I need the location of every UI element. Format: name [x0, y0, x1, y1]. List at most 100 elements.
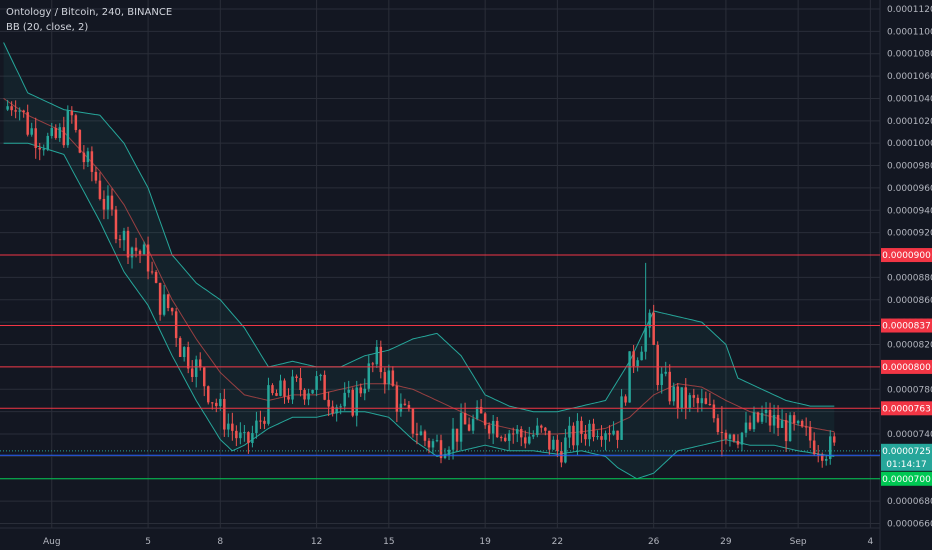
- candle-body[interactable]: [363, 388, 367, 394]
- candle-body[interactable]: [427, 440, 431, 448]
- candle-body[interactable]: [279, 380, 282, 396]
- candle-body[interactable]: [804, 426, 808, 428]
- candle-body[interactable]: [443, 455, 447, 459]
- candle-body[interactable]: [267, 385, 270, 424]
- candle-body[interactable]: [30, 128, 33, 135]
- candle-body[interactable]: [556, 439, 559, 451]
- candle-body[interactable]: [154, 271, 158, 283]
- candle-body[interactable]: [660, 373, 663, 386]
- candle-body[interactable]: [46, 135, 49, 150]
- candle-body[interactable]: [724, 432, 728, 439]
- candle-body[interactable]: [247, 432, 250, 443]
- candle-body[interactable]: [475, 406, 479, 419]
- candle-body[interactable]: [10, 106, 13, 111]
- candle-body[interactable]: [495, 420, 499, 438]
- candle-body[interactable]: [367, 363, 371, 389]
- candle-body[interactable]: [130, 247, 134, 258]
- candle-body[interactable]: [572, 425, 575, 446]
- candle-body[interactable]: [347, 389, 350, 393]
- candle-body[interactable]: [415, 433, 419, 436]
- candle-body[interactable]: [528, 436, 531, 444]
- candle-body[interactable]: [696, 397, 700, 404]
- candle-body[interactable]: [327, 399, 330, 407]
- candle-body[interactable]: [592, 423, 595, 438]
- candle-body[interactable]: [419, 431, 423, 436]
- candle-body[interactable]: [712, 404, 716, 419]
- candle-body[interactable]: [118, 239, 122, 241]
- candle-body[interactable]: [66, 110, 70, 146]
- candle-body[interactable]: [612, 430, 615, 435]
- candle-body[interactable]: [407, 404, 411, 409]
- candle-body[interactable]: [106, 195, 110, 210]
- candle-body[interactable]: [636, 360, 639, 367]
- candle-body[interactable]: [536, 425, 539, 435]
- candle-body[interactable]: [78, 130, 82, 153]
- candle-body[interactable]: [680, 387, 684, 409]
- candle-body[interactable]: [584, 433, 587, 440]
- candle-body[interactable]: [812, 440, 816, 455]
- horizontal-levels[interactable]: [0, 254, 880, 480]
- candle-body[interactable]: [507, 433, 511, 441]
- candle-body[interactable]: [800, 420, 804, 427]
- time-axis[interactable]: Aug 5 8 12 15 19 22 26 29 Sep 4: [43, 537, 874, 547]
- candle-body[interactable]: [122, 230, 126, 241]
- candle-body[interactable]: [564, 437, 567, 463]
- candle-body[interactable]: [672, 386, 675, 402]
- candle-body[interactable]: [399, 403, 403, 412]
- candle-body[interactable]: [451, 428, 455, 450]
- candle-body[interactable]: [455, 428, 459, 442]
- candle-body[interactable]: [664, 371, 667, 374]
- candle-body[interactable]: [520, 429, 523, 438]
- candle-body[interactable]: [34, 128, 37, 148]
- candle-body[interactable]: [243, 432, 246, 434]
- candle-body[interactable]: [483, 413, 487, 426]
- candle-body[interactable]: [38, 147, 41, 150]
- candle-body[interactable]: [828, 436, 832, 459]
- candle-body[interactable]: [688, 395, 692, 409]
- candle-body[interactable]: [102, 198, 106, 210]
- candle-body[interactable]: [203, 367, 206, 387]
- candle-body[interactable]: [596, 436, 599, 438]
- candle-body[interactable]: [90, 151, 94, 172]
- candle-body[interactable]: [503, 437, 507, 441]
- candle-body[interactable]: [331, 406, 334, 414]
- candle-body[interactable]: [792, 415, 796, 424]
- candle-body[interactable]: [544, 427, 547, 431]
- candle-body[interactable]: [94, 171, 98, 181]
- candle-body[interactable]: [207, 386, 210, 403]
- candle-body[interactable]: [343, 392, 346, 407]
- candle-body[interactable]: [608, 433, 611, 435]
- candle-body[interactable]: [26, 112, 29, 135]
- candle-body[interactable]: [166, 294, 170, 309]
- candle-body[interactable]: [524, 437, 527, 444]
- candle-body[interactable]: [271, 385, 274, 394]
- candle-body[interactable]: [833, 436, 836, 443]
- candle-body[interactable]: [174, 311, 178, 339]
- candle-body[interactable]: [86, 151, 90, 163]
- candle-body[interactable]: [50, 127, 54, 136]
- candle-body[interactable]: [311, 389, 314, 394]
- candle-body[interactable]: [227, 423, 230, 430]
- candle-body[interactable]: [211, 402, 214, 404]
- candle-body[interactable]: [162, 294, 166, 315]
- candle-body[interactable]: [516, 429, 519, 434]
- candle-body[interactable]: [142, 244, 146, 255]
- candle-body[interactable]: [692, 395, 696, 398]
- candle-body[interactable]: [459, 412, 463, 442]
- candle-body[interactable]: [560, 450, 563, 463]
- candle-body[interactable]: [14, 110, 17, 112]
- candle-body[interactable]: [283, 380, 286, 397]
- candle-body[interactable]: [170, 308, 174, 312]
- candle-body[interactable]: [423, 431, 427, 441]
- candle-body[interactable]: [676, 386, 680, 409]
- candle-body[interactable]: [600, 436, 603, 440]
- candle-body[interactable]: [134, 247, 138, 251]
- candle-body[interactable]: [215, 402, 218, 407]
- candle-body[interactable]: [251, 433, 254, 443]
- candle-body[interactable]: [784, 420, 788, 442]
- symbol-title[interactable]: Ontology / Bitcoin, 240, BINANCE: [6, 7, 173, 18]
- candle-body[interactable]: [576, 420, 579, 446]
- candle-body[interactable]: [816, 454, 820, 456]
- candle-body[interactable]: [820, 454, 824, 461]
